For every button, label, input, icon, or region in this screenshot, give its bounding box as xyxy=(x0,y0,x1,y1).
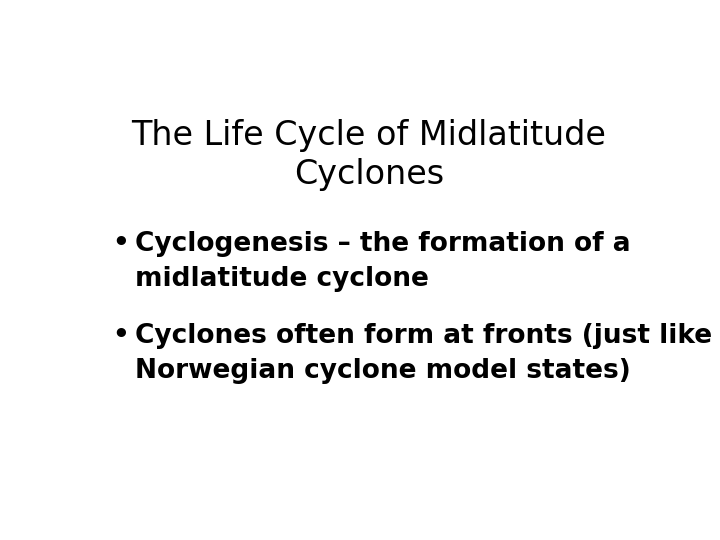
Text: •: • xyxy=(112,322,129,349)
Text: The Life Cycle of Midlatitude
Cyclones: The Life Cycle of Midlatitude Cyclones xyxy=(132,119,606,191)
Text: •: • xyxy=(112,231,129,257)
Text: Cyclogenesis – the formation of a: Cyclogenesis – the formation of a xyxy=(135,231,630,257)
Text: Cyclones often form at fronts (just like the: Cyclones often form at fronts (just like… xyxy=(135,322,720,349)
Text: Norwegian cyclone model states): Norwegian cyclone model states) xyxy=(135,358,631,384)
Text: midlatitude cyclone: midlatitude cyclone xyxy=(135,266,428,293)
